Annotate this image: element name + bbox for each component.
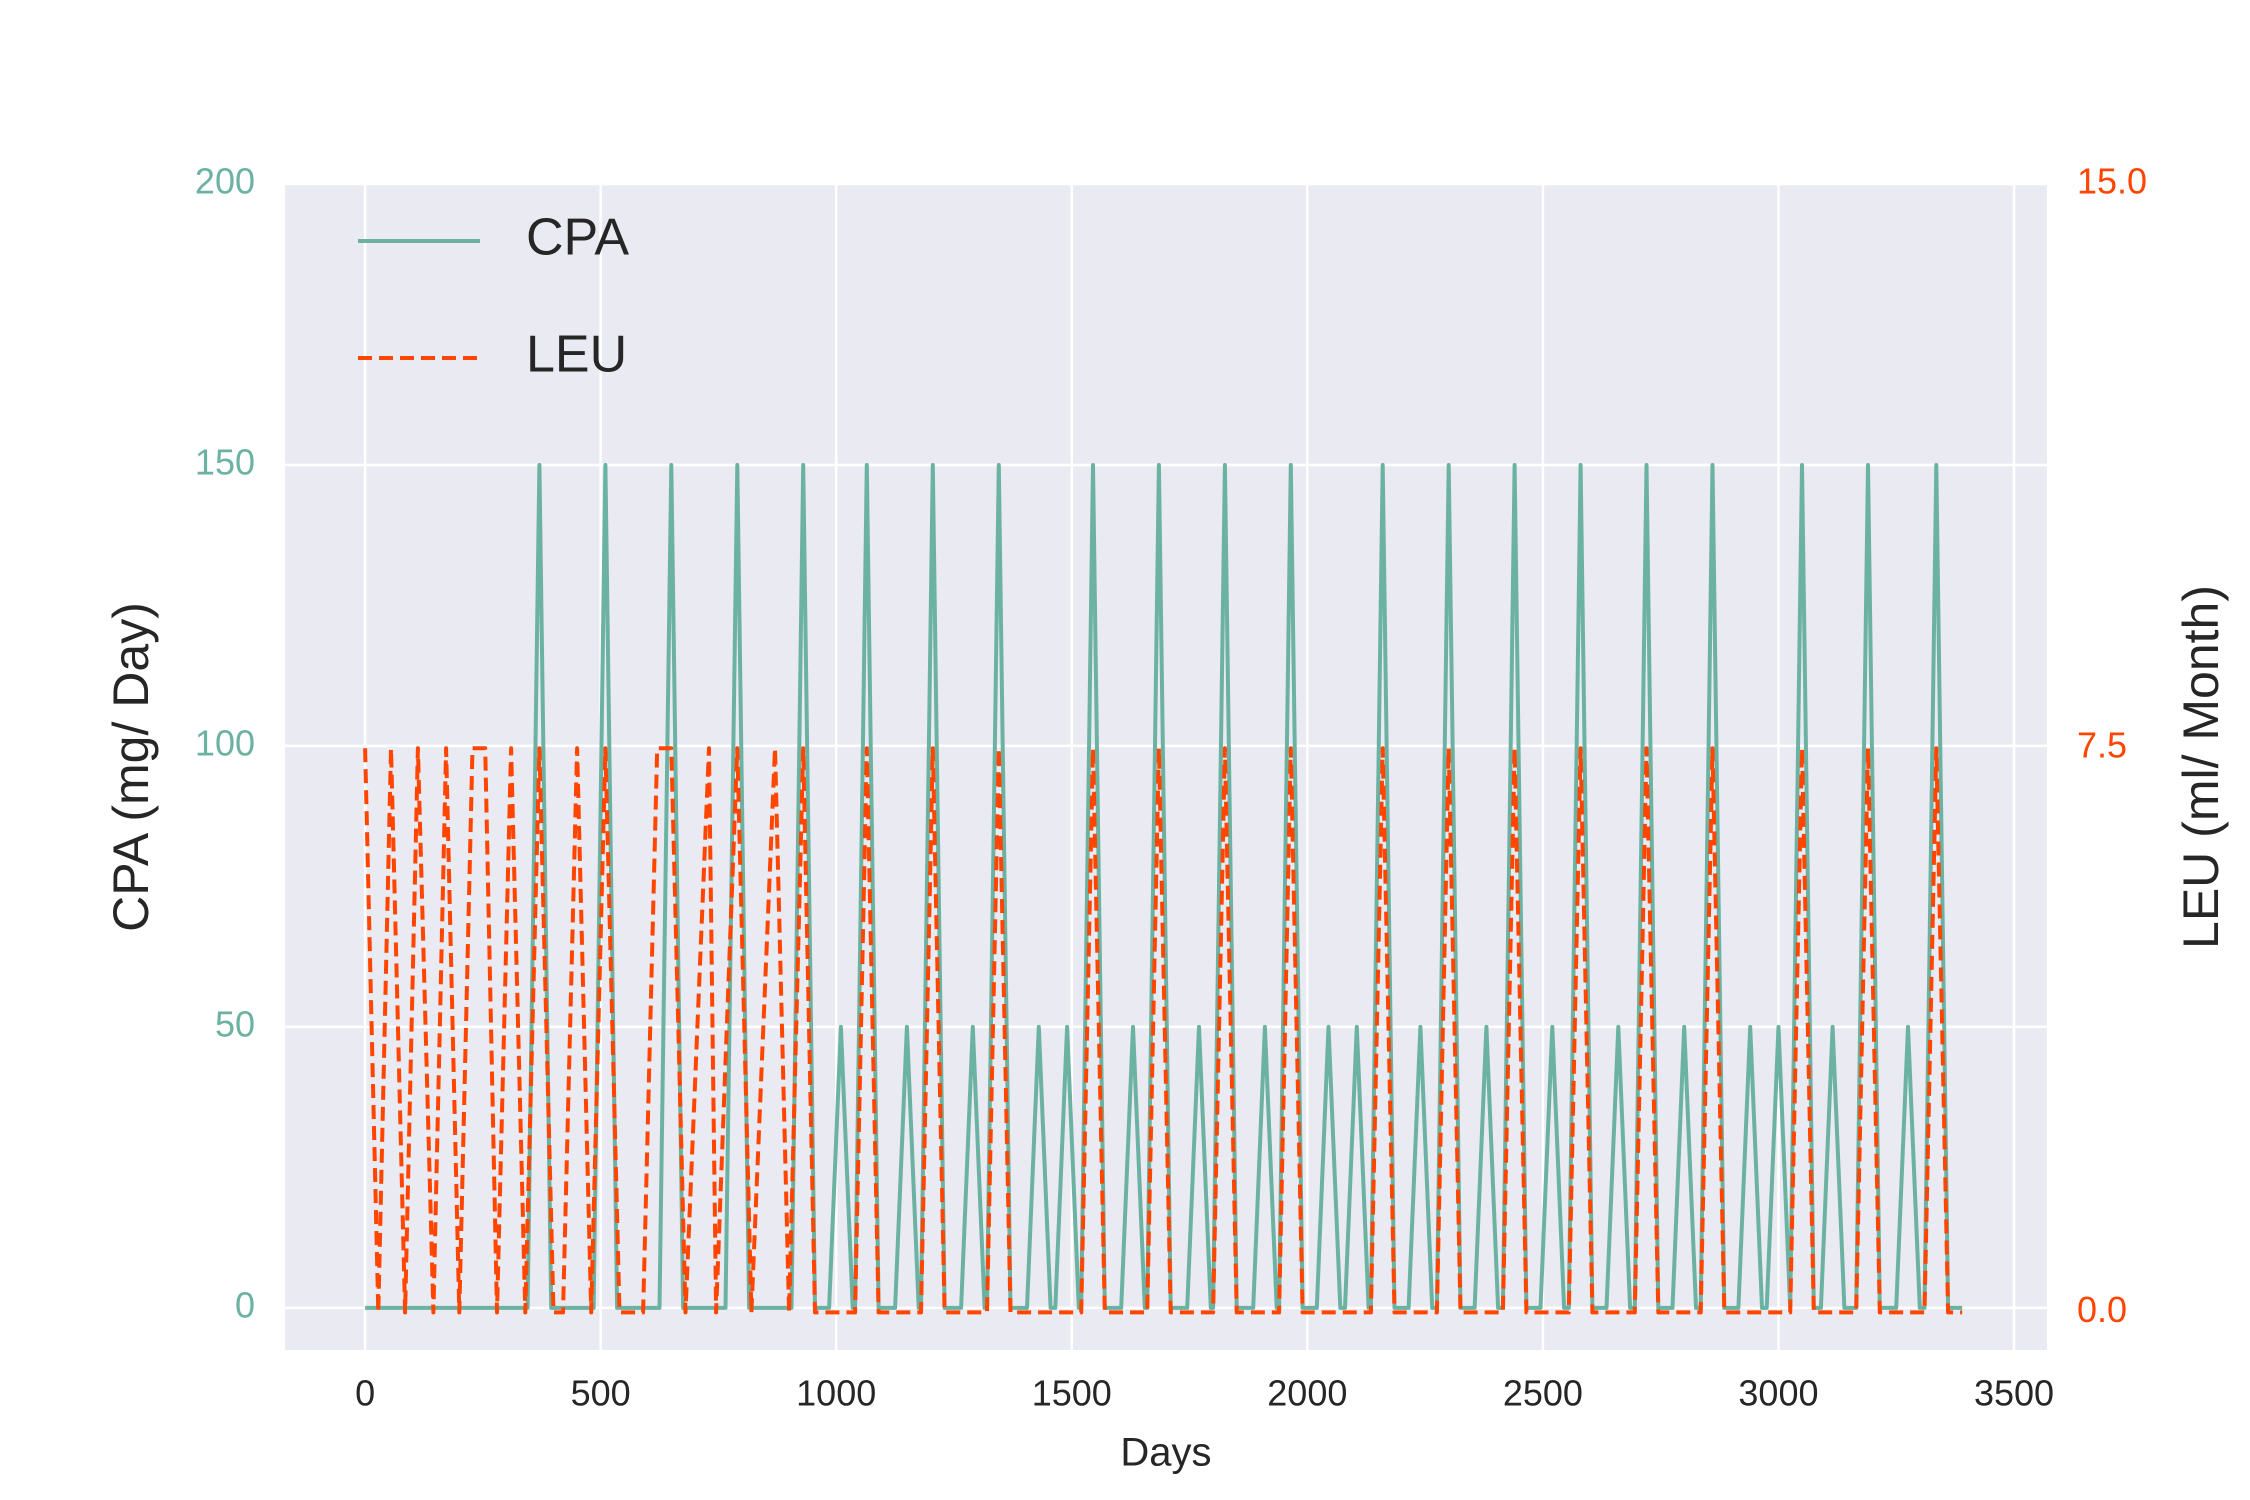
x-tick-label: 500 <box>571 1373 631 1414</box>
y-tick-label: 200 <box>195 161 255 202</box>
x-tick-label: 1000 <box>796 1373 876 1414</box>
y-axis-label: CPA (mg/ Day) <box>103 602 159 932</box>
legend-label: LEU <box>526 326 627 384</box>
series-line <box>365 463 1963 1310</box>
x-tick-label: 3500 <box>1974 1373 2054 1414</box>
x-tick-label: 3000 <box>1738 1373 1818 1414</box>
y-tick-label: 100 <box>195 722 255 763</box>
y-tick-label: 150 <box>195 441 255 482</box>
series-line <box>363 746 1963 1315</box>
y2-tick-label: 15.0 <box>2077 161 2147 202</box>
y2-axis-label: LEU (ml/ Month) <box>2173 585 2229 949</box>
x-tick-label: 0 <box>355 1373 375 1414</box>
y2-tick-label: 7.5 <box>2077 725 2127 766</box>
x-tick-label: 1500 <box>1032 1373 1112 1414</box>
x-tick-label: 2500 <box>1503 1373 1583 1414</box>
y-tick-label: 0 <box>235 1284 255 1325</box>
y-tick-label: 50 <box>215 1003 255 1044</box>
legend-label: CPA <box>526 209 629 267</box>
x-tick-label: 2000 <box>1267 1373 1347 1414</box>
x-axis-label: Days <box>1120 1431 1211 1475</box>
y2-tick-label: 0.0 <box>2077 1289 2127 1330</box>
